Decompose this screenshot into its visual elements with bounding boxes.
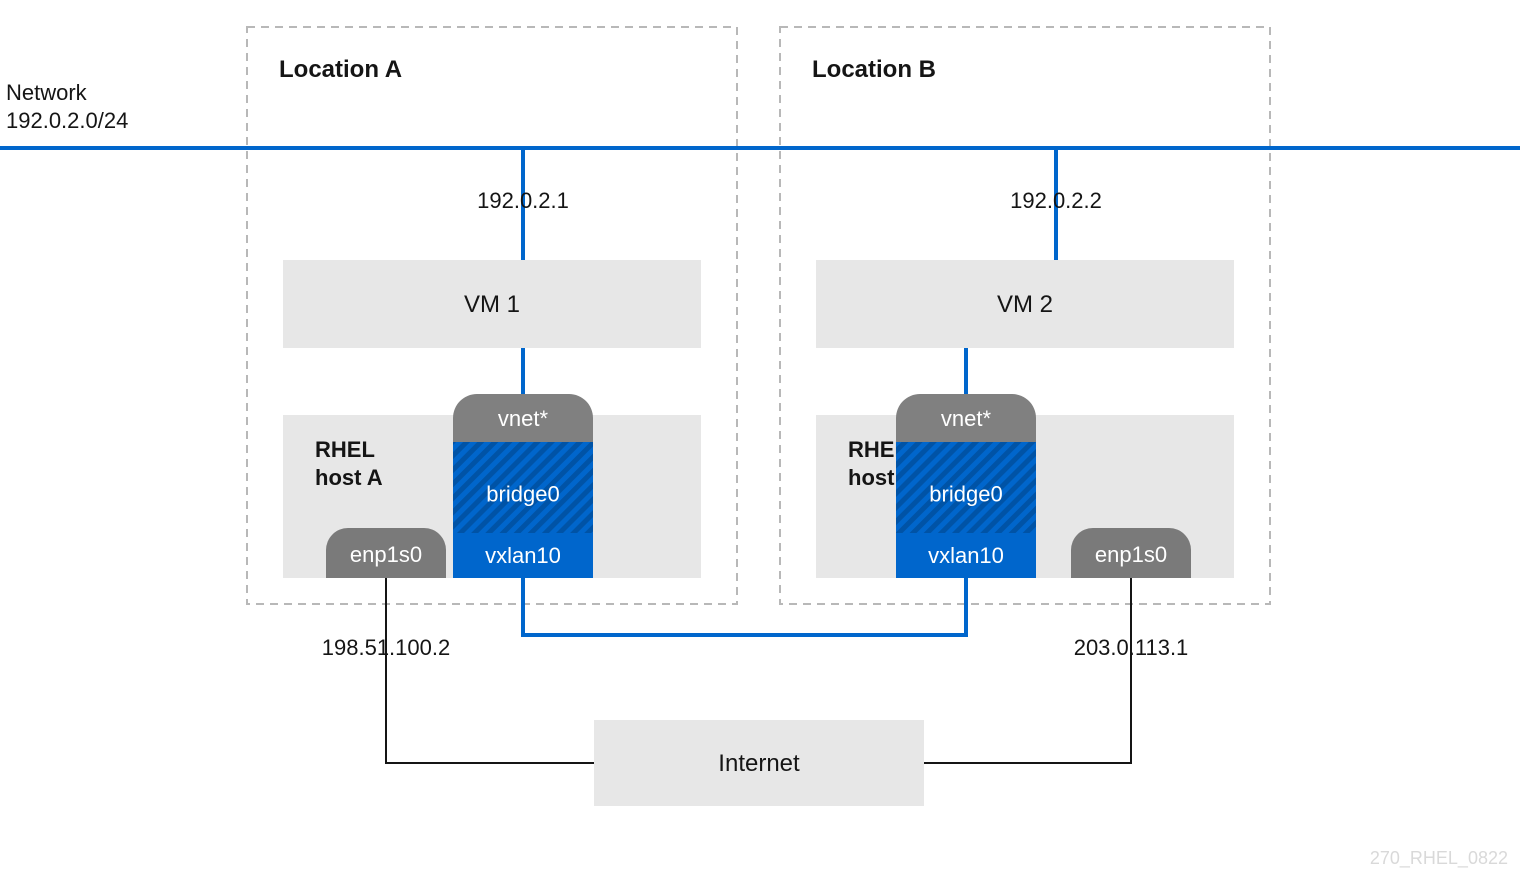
enp-a-internet-wire bbox=[386, 578, 594, 763]
vnet-a-label: vnet* bbox=[498, 406, 549, 431]
vxlan-a-label: vxlan10 bbox=[485, 543, 561, 568]
host-a-label2: host A bbox=[315, 465, 383, 490]
enp-b-internet-wire bbox=[924, 578, 1131, 763]
location-b-box-label: Location B bbox=[812, 56, 936, 83]
enp-a-label: enp1s0 bbox=[350, 542, 422, 567]
ip-top-a: 192.0.2.1 bbox=[477, 188, 569, 213]
vxlan-b-label: vxlan10 bbox=[928, 543, 1004, 568]
vxlan-network-diagram: Network 192.0.2.0/24 Location A Location B 1… bbox=[0, 0, 1520, 882]
vxlan-tunnel bbox=[523, 578, 966, 635]
network-cidr: 192.0.2.0/24 bbox=[6, 108, 128, 133]
bridge-b-label: bridge0 bbox=[929, 482, 1002, 507]
ip-bottom-a: 198.51.100.2 bbox=[322, 635, 450, 660]
vm-b-label: VM 2 bbox=[997, 291, 1053, 318]
location-a-box-label: Location A bbox=[279, 56, 402, 83]
enp-b-label: enp1s0 bbox=[1095, 542, 1167, 567]
ip-top-b: 192.0.2.2 bbox=[1010, 188, 1102, 213]
vm-a-label: VM 1 bbox=[464, 291, 520, 318]
network-label: Network bbox=[6, 80, 88, 105]
host-a-label1: RHEL bbox=[315, 437, 375, 462]
ip-bottom-b: 203.0.113.1 bbox=[1074, 635, 1189, 660]
footer-id: 270_RHEL_0822 bbox=[1370, 848, 1508, 869]
bridge-a-label: bridge0 bbox=[486, 482, 559, 507]
internet-label: Internet bbox=[718, 750, 800, 777]
vnet-b-label: vnet* bbox=[941, 406, 992, 431]
